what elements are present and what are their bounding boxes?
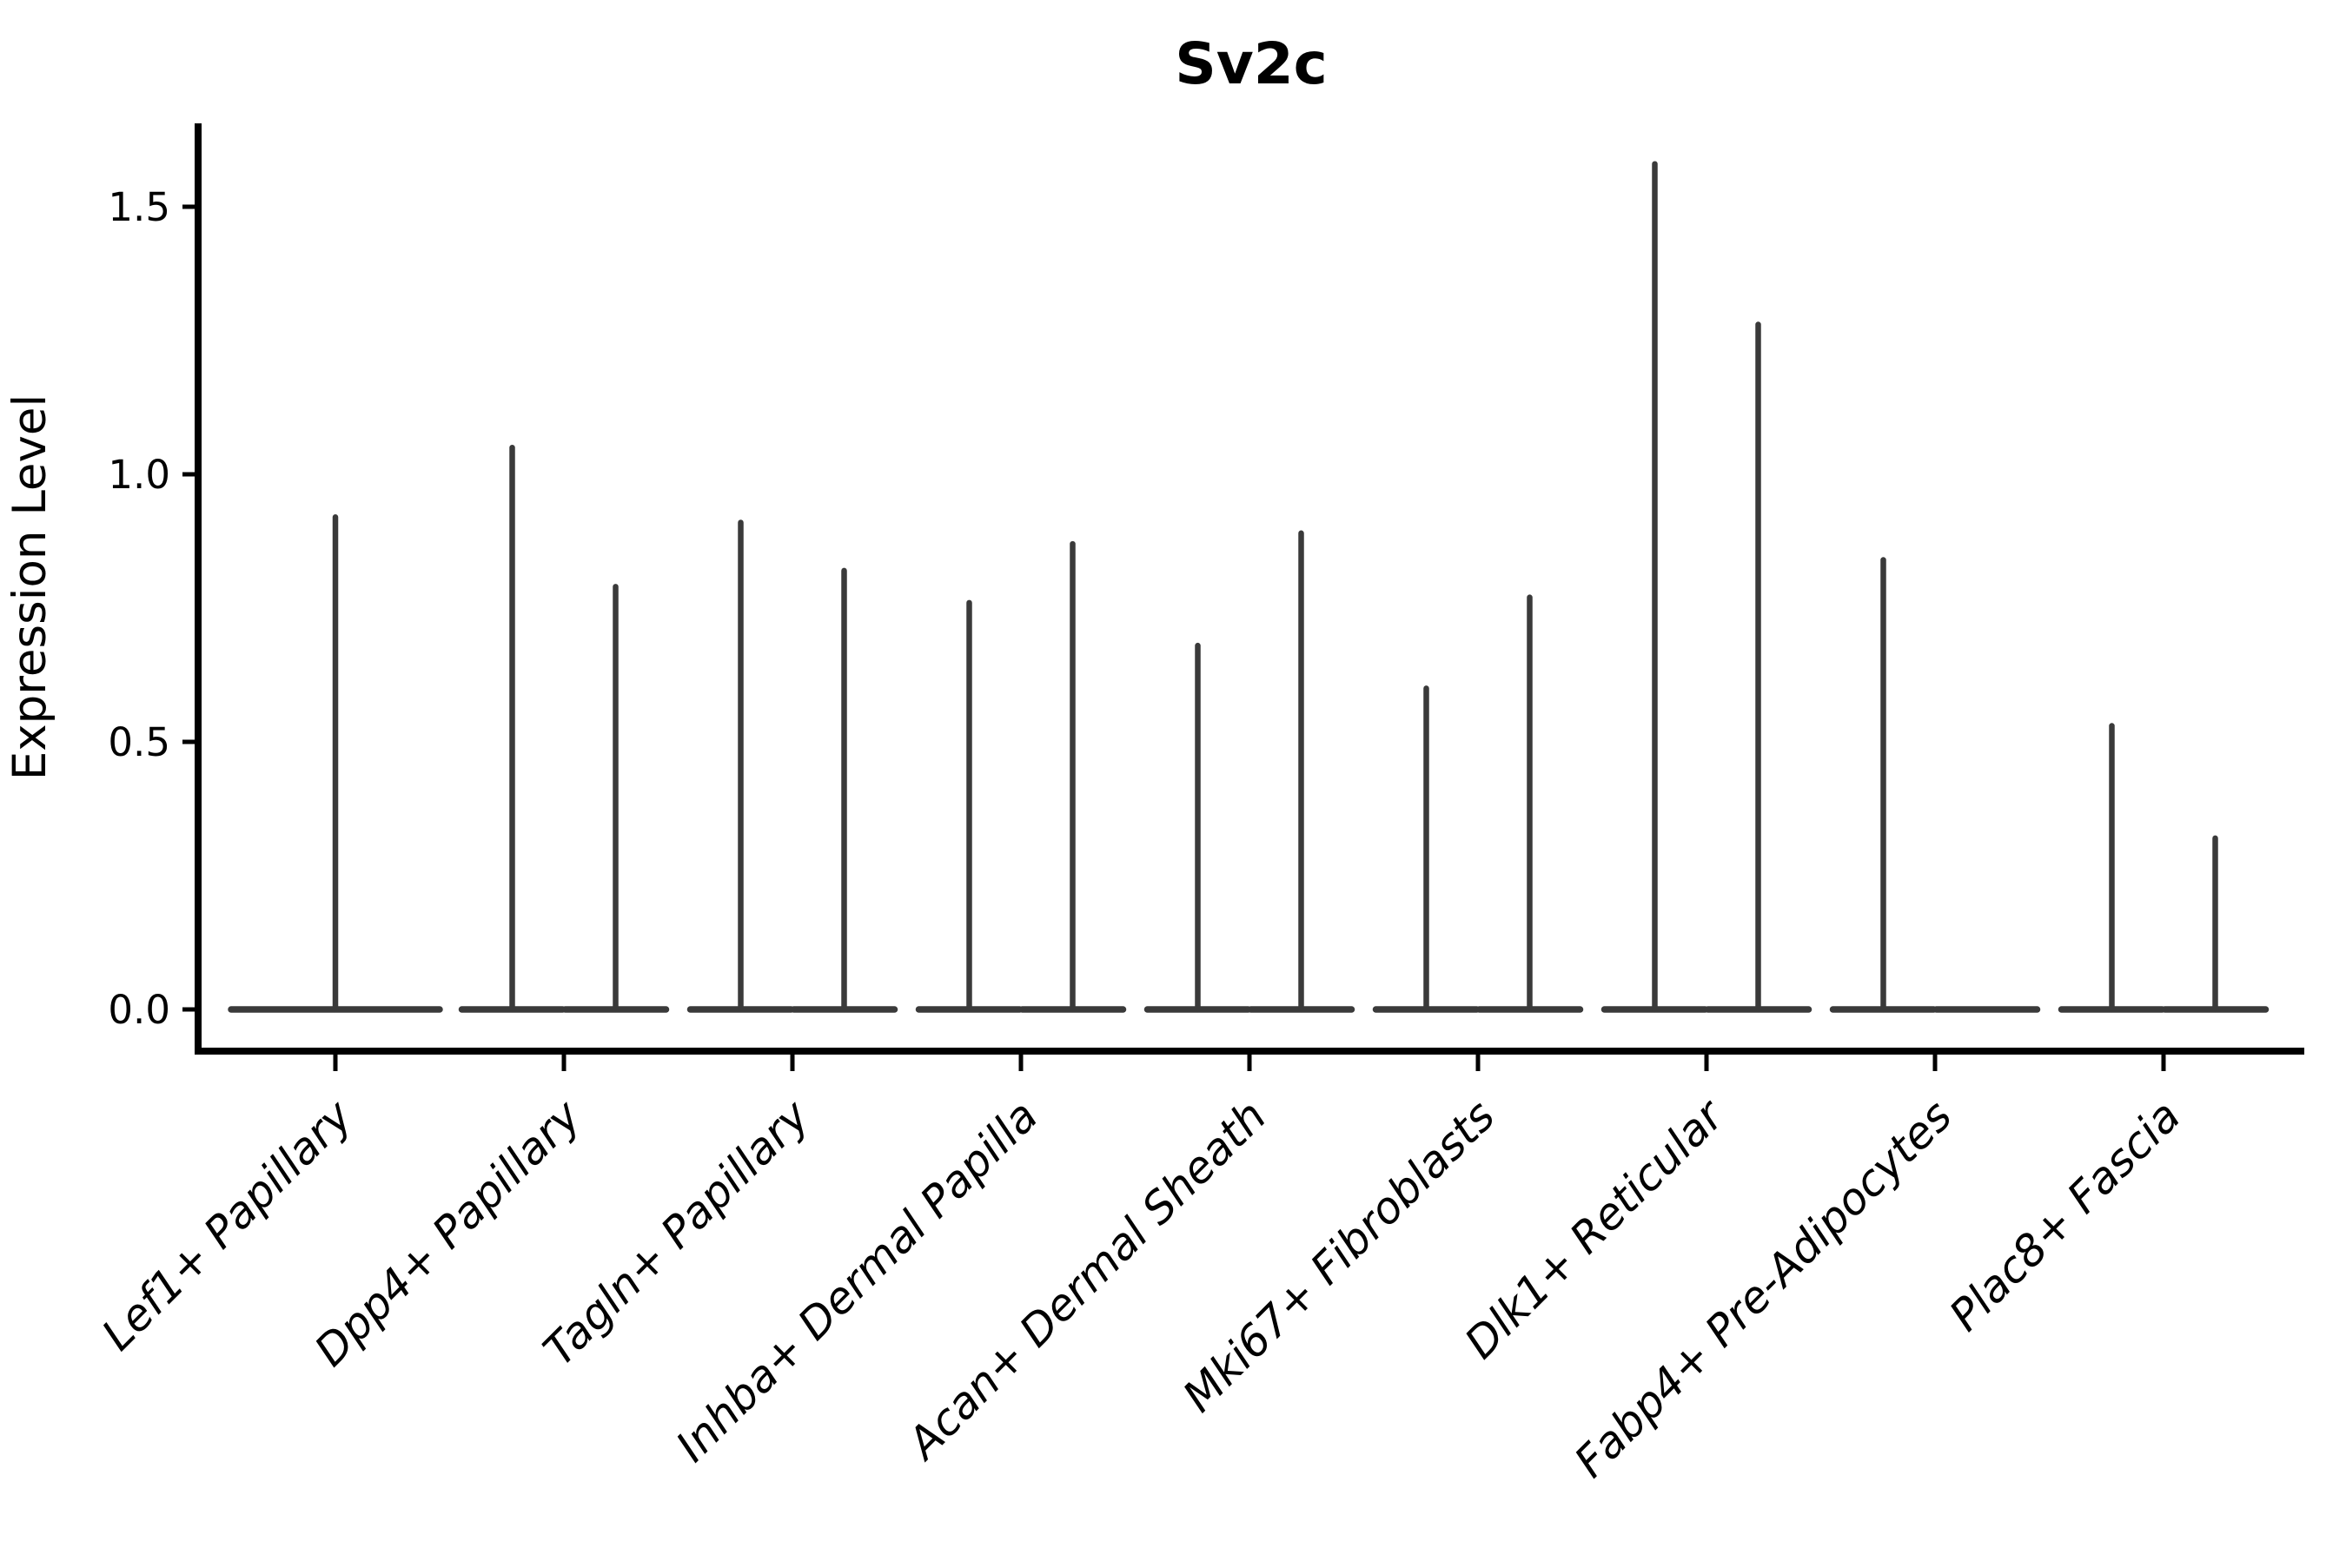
violins [228,161,2270,1013]
x-tick-label: Fabp4+ Pre-Adipocytes [1565,1090,1962,1487]
x-tick-label: Inhba+ Dermal Papilla [666,1090,1047,1471]
y-tick-label: 1.0 [108,452,170,498]
y-axis-ticks: 0.0 0.5 1.0 1.5 [108,184,198,1033]
chart-title: Sv2c [1175,30,1328,97]
x-tick-label: Plac8+ Fascia [1940,1090,2190,1340]
axes-spines [195,123,2304,1055]
y-tick-label: 0.5 [108,719,170,765]
y-axis-label: Expression Level [3,394,56,780]
y-tick-label: 0.0 [108,987,170,1033]
x-tick-label: Lef1+ Papillary [92,1089,362,1360]
x-tick-label: Acan+ Dermal Sheath [897,1090,1276,1470]
y-tick-label: 1.5 [108,184,170,230]
